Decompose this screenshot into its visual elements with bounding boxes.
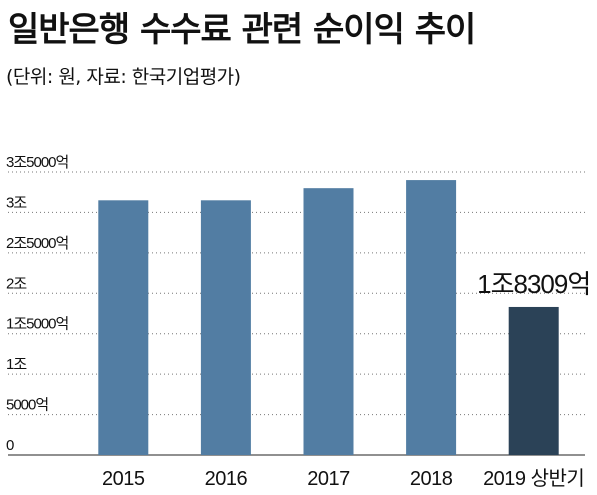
x-tick-label: 2016 bbox=[205, 468, 248, 490]
chart-subtitle: (단위: 원, 자료: 한국기업평가) bbox=[6, 66, 241, 88]
bar-2019 상반기 bbox=[508, 306, 559, 455]
y-tick-label: 2조5000억 bbox=[6, 235, 68, 252]
y-tick-label: 1조 bbox=[6, 356, 27, 373]
x-tick-label: 2015 bbox=[102, 468, 145, 490]
x-tick-label: 2018 bbox=[410, 468, 453, 490]
bar-2017 bbox=[303, 188, 354, 455]
y-tick-label: 3조5000억 bbox=[6, 154, 68, 171]
x-tick-label: 2017 bbox=[307, 468, 350, 490]
chart-title: 일반은행 수수료 관련 순이익 추이 bbox=[8, 10, 476, 50]
x-tick-label: 2019 상반기 bbox=[483, 467, 584, 490]
y-tick-label: 1조5000억 bbox=[6, 316, 68, 333]
bar-2018 bbox=[406, 180, 457, 456]
y-tick-label: 2조 bbox=[6, 275, 27, 292]
bar-2015 bbox=[98, 200, 149, 455]
y-tick-label: 3조 bbox=[6, 194, 27, 211]
y-tick-label: 0 bbox=[6, 437, 14, 454]
data-label: 1조8309억 bbox=[477, 269, 590, 299]
bar-2016 bbox=[200, 200, 251, 455]
y-tick-label: 5000억 bbox=[6, 397, 48, 414]
